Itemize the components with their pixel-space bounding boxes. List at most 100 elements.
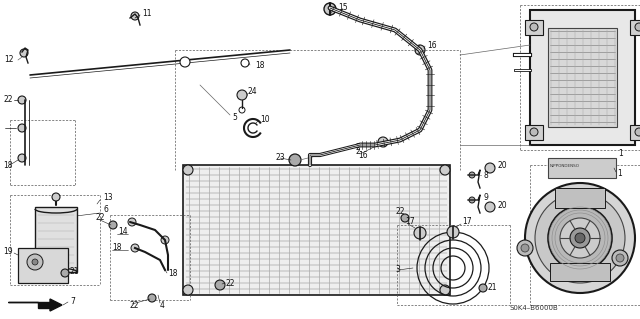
Circle shape xyxy=(401,214,409,222)
Circle shape xyxy=(324,3,336,15)
Text: 20: 20 xyxy=(497,160,507,169)
Circle shape xyxy=(180,57,190,67)
Circle shape xyxy=(415,45,425,55)
Text: 16: 16 xyxy=(358,151,367,160)
Circle shape xyxy=(27,254,43,270)
Text: FR: FR xyxy=(24,309,33,314)
Text: 21: 21 xyxy=(488,283,497,292)
Text: 22: 22 xyxy=(130,300,140,309)
Circle shape xyxy=(525,183,635,293)
Circle shape xyxy=(237,90,247,100)
Text: 23: 23 xyxy=(275,152,285,161)
Text: 8: 8 xyxy=(483,170,488,180)
Text: 16: 16 xyxy=(427,41,436,49)
Circle shape xyxy=(570,228,590,248)
Text: 9: 9 xyxy=(483,194,488,203)
Circle shape xyxy=(530,23,538,31)
Text: 15: 15 xyxy=(338,3,348,11)
Text: S0K4–B6000B: S0K4–B6000B xyxy=(510,305,559,311)
Circle shape xyxy=(521,244,529,252)
Text: 14: 14 xyxy=(118,227,127,236)
Circle shape xyxy=(469,197,475,203)
Circle shape xyxy=(289,154,301,166)
Text: 1: 1 xyxy=(618,149,623,158)
Circle shape xyxy=(560,218,600,258)
Circle shape xyxy=(575,233,585,243)
Bar xyxy=(525,125,543,140)
Text: 11: 11 xyxy=(142,10,152,19)
Circle shape xyxy=(128,218,136,226)
Circle shape xyxy=(635,128,640,136)
Circle shape xyxy=(32,259,38,265)
Bar xyxy=(550,263,610,281)
Text: 1: 1 xyxy=(617,168,621,177)
Bar xyxy=(548,28,617,127)
Circle shape xyxy=(479,284,487,292)
Circle shape xyxy=(635,23,640,31)
Text: 21: 21 xyxy=(70,268,79,277)
Text: 22: 22 xyxy=(225,278,234,287)
Text: 13: 13 xyxy=(103,194,113,203)
Circle shape xyxy=(485,202,495,212)
Text: 20: 20 xyxy=(497,201,507,210)
Bar xyxy=(630,125,640,140)
Circle shape xyxy=(548,206,612,270)
Circle shape xyxy=(241,59,249,67)
Circle shape xyxy=(469,172,475,178)
Circle shape xyxy=(440,285,450,295)
Circle shape xyxy=(20,49,28,57)
Circle shape xyxy=(517,240,533,256)
Text: 4: 4 xyxy=(160,300,165,309)
Circle shape xyxy=(18,96,26,104)
Bar xyxy=(555,188,605,208)
Text: 12: 12 xyxy=(4,56,13,64)
Text: NIPPONDENSO: NIPPONDENSO xyxy=(550,164,580,168)
Text: 5: 5 xyxy=(232,114,237,122)
Bar xyxy=(548,158,616,178)
Circle shape xyxy=(161,236,169,244)
Text: 3: 3 xyxy=(395,265,400,275)
Text: 19: 19 xyxy=(3,248,13,256)
Text: 6: 6 xyxy=(103,205,108,214)
Text: 22: 22 xyxy=(3,95,13,105)
Circle shape xyxy=(183,165,193,175)
Circle shape xyxy=(378,137,388,147)
Bar xyxy=(630,20,640,35)
Bar xyxy=(525,20,543,35)
Text: 17: 17 xyxy=(405,218,415,226)
Circle shape xyxy=(131,12,139,20)
Circle shape xyxy=(215,280,225,290)
Circle shape xyxy=(440,165,450,175)
Circle shape xyxy=(61,269,69,277)
Text: 18: 18 xyxy=(255,61,264,70)
Circle shape xyxy=(148,294,156,302)
Text: 2: 2 xyxy=(355,144,360,152)
Circle shape xyxy=(530,128,538,136)
Circle shape xyxy=(183,285,193,295)
Circle shape xyxy=(52,193,60,201)
Circle shape xyxy=(447,226,459,238)
Circle shape xyxy=(612,250,628,266)
Circle shape xyxy=(109,221,117,229)
Circle shape xyxy=(616,254,624,262)
Circle shape xyxy=(18,124,26,132)
Circle shape xyxy=(131,244,139,252)
Bar xyxy=(530,10,635,145)
Text: 2: 2 xyxy=(356,147,361,157)
Text: 18: 18 xyxy=(168,270,177,278)
Bar xyxy=(183,165,450,295)
Circle shape xyxy=(485,163,495,173)
Text: 18: 18 xyxy=(112,243,122,253)
Bar xyxy=(18,248,68,283)
Circle shape xyxy=(414,227,426,239)
Text: 22: 22 xyxy=(395,207,404,217)
Text: 17: 17 xyxy=(462,218,472,226)
Bar xyxy=(35,207,77,272)
Polygon shape xyxy=(8,302,50,308)
Text: 7: 7 xyxy=(70,298,75,307)
Circle shape xyxy=(535,193,625,283)
Text: 18: 18 xyxy=(3,160,13,169)
Polygon shape xyxy=(50,299,62,311)
Text: 10: 10 xyxy=(260,115,269,124)
Text: 22: 22 xyxy=(96,213,106,222)
